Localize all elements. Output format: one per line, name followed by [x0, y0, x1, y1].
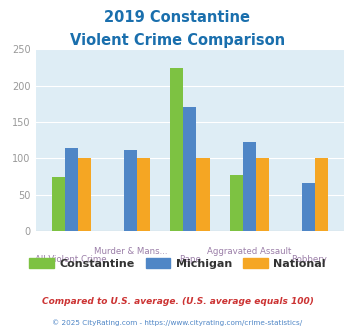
Text: © 2025 CityRating.com - https://www.cityrating.com/crime-statistics/: © 2025 CityRating.com - https://www.city… — [53, 319, 302, 326]
Text: Rape: Rape — [179, 255, 201, 264]
Text: Robbery: Robbery — [291, 255, 327, 264]
Legend: Constantine, Michigan, National: Constantine, Michigan, National — [25, 253, 330, 273]
Bar — [78, 158, 91, 231]
Text: Violent Crime Comparison: Violent Crime Comparison — [70, 33, 285, 48]
Bar — [315, 158, 328, 231]
Bar — [230, 175, 243, 231]
Text: Murder & Mans...: Murder & Mans... — [94, 248, 167, 256]
Bar — [124, 150, 137, 231]
Text: Compared to U.S. average. (U.S. average equals 100): Compared to U.S. average. (U.S. average … — [42, 297, 313, 306]
Bar — [170, 68, 184, 231]
Bar — [256, 158, 269, 231]
Bar — [196, 158, 209, 231]
Text: 2019 Constantine: 2019 Constantine — [104, 10, 251, 25]
Text: Aggravated Assault: Aggravated Assault — [207, 248, 291, 256]
Bar — [51, 177, 65, 231]
Bar — [184, 107, 196, 231]
Bar — [137, 158, 150, 231]
Bar — [302, 183, 315, 231]
Bar — [65, 148, 78, 231]
Bar — [243, 142, 256, 231]
Text: All Violent Crime: All Violent Crime — [36, 255, 107, 264]
